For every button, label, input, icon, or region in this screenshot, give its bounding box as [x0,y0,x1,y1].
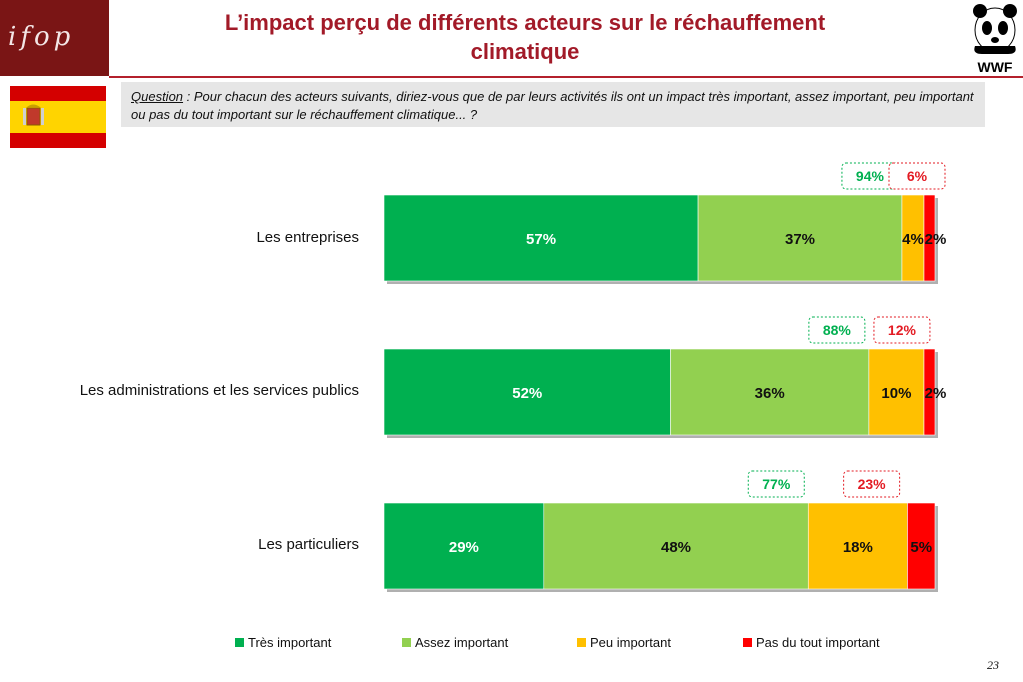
legend-label-assez-important: Assez important [415,635,509,650]
bar-value-label-assez: 48% [661,539,691,556]
category-label-particuliers: Les particuliers [258,536,359,553]
bar-segment-assez [670,348,870,436]
legend-swatch-assez-important [402,638,411,647]
total-not-important-label: 6% [907,168,928,184]
legend-item-pas-du-tout-important: Pas du tout important [743,635,880,650]
ifop-logo: ifop [0,0,109,76]
bar-value-label-tres: 29% [449,539,479,556]
bar-segment-assez [543,502,809,590]
legend-label-pas-du-tout-important: Pas du tout important [756,635,880,650]
category-label-administrations: Les administrations et les services publ… [79,382,359,399]
total-important-label: 94% [856,168,885,184]
legend-swatch-tres-important [235,638,244,647]
legend-item-assez-important: Assez important [402,635,508,650]
total-not-important-box [888,162,946,190]
ifop-logo-text: ifop [8,22,75,52]
bar-value-label-assez: 36% [755,385,785,402]
bar-segment-tres [383,348,671,436]
total-important-label: 88% [823,322,852,338]
legend-item-tres-important: Très important [235,635,331,650]
bar-segment-pas [907,502,936,590]
page-title-line2: climatique [470,39,580,64]
bar-segment-peu [807,502,908,590]
bar-value-label-pas: 2% [925,231,947,248]
bar-value-label-pas: 5% [910,539,932,556]
question-text: : Pour chacun des acteurs suivants, diri… [131,89,974,122]
legend-label-peu-important: Peu important [590,635,671,650]
total-not-important-box [873,316,931,344]
page-title: L’impact perçu de différents acteurs sur… [130,8,920,66]
bar-value-label-peu: 18% [843,539,873,556]
bar-segment-pas [923,194,936,282]
legend-item-peu-important: Peu important [577,635,671,650]
legend-swatch-peu-important [577,638,586,647]
bar-value-label-tres: 57% [526,231,556,248]
bar-segment-tres [383,502,545,590]
total-important-box [808,316,866,344]
total-not-important-label: 23% [858,476,887,492]
page-title-line1: L’impact perçu de différents acteurs sur… [224,10,826,35]
page-number: 23 [987,658,999,672]
total-important-box [747,470,805,498]
bar-value-label-assez: 37% [785,231,815,248]
question-label: Question [131,89,184,104]
bar-value-label-peu: 10% [881,385,911,402]
header-divider [109,76,1023,78]
total-important-label: 77% [762,476,791,492]
bar-segment-assez [697,194,903,282]
question-box: Question : Pour chacun des acteurs suiva… [121,82,985,127]
total-important-box [841,162,899,190]
bar-segment-peu [868,348,925,436]
bar-segment-tres [383,194,699,282]
legend-label-tres-important: Très important [248,635,332,650]
bar-segment-pas [923,348,936,436]
spain-flag-icon [10,86,106,148]
stacked-bar-chart: 57% 37% 4% 2%94% 6%52% 36% 10% 2%88% 12%29% 48% 18… [383,162,947,592]
bar-value-label-peu: 4% [902,231,924,248]
category-label-entreprises: Les entreprises [256,229,359,246]
legend-swatch-pas-du-tout-important [743,638,752,647]
bar-value-label-tres: 52% [512,385,542,402]
bar-value-label-pas: 2% [925,385,947,402]
wwf-logo-text: WWF [978,59,1013,75]
total-not-important-box [843,470,901,498]
wwf-panda-logo: WWF [973,4,1017,75]
total-not-important-label: 12% [888,322,917,338]
